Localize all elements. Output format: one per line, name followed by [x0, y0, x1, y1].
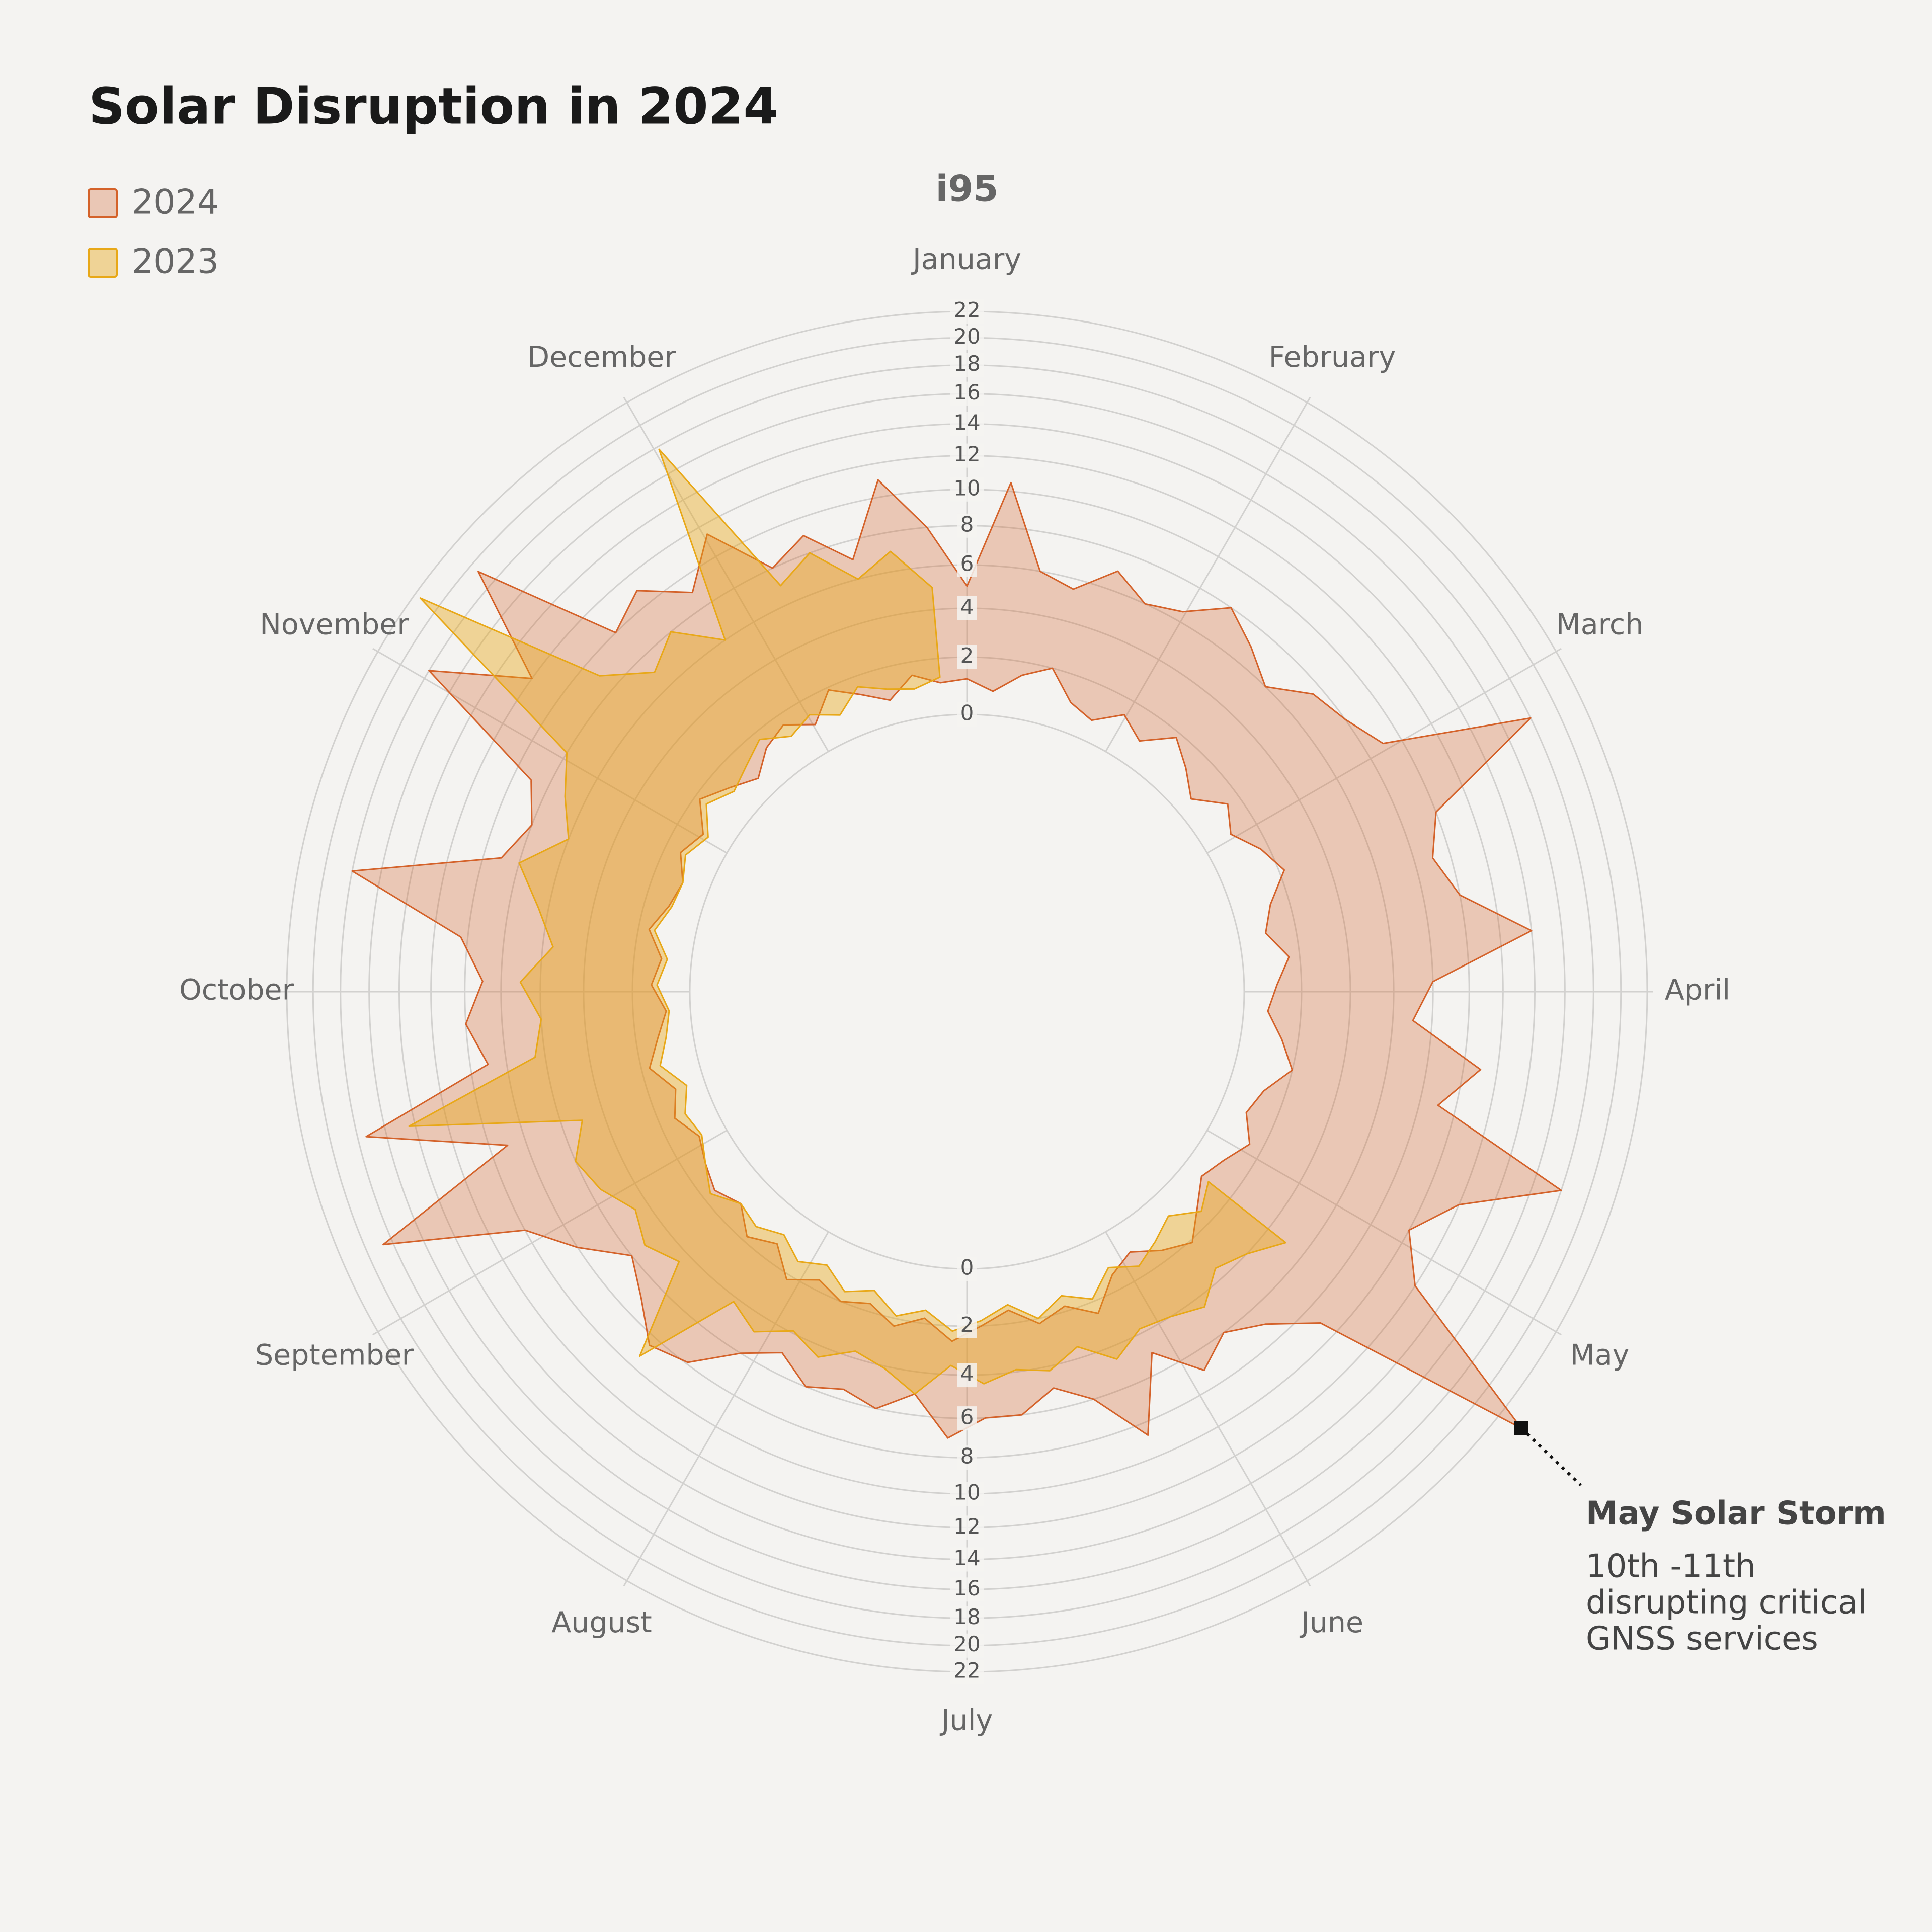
y-tick-bg	[957, 1406, 977, 1431]
month-label: August	[551, 1606, 652, 1639]
y-tick-label: 2	[960, 1312, 974, 1337]
annotation-leader	[1520, 1427, 1582, 1487]
annotation-text: 10th -11th	[1586, 1548, 1756, 1585]
month-label: December	[527, 341, 676, 374]
y-tick-label: 8	[960, 1444, 974, 1469]
month-spoke	[623, 1231, 829, 1587]
y-tick-bg	[957, 1445, 977, 1470]
month-label: May	[1570, 1339, 1630, 1372]
month-spoke	[1105, 1231, 1311, 1587]
y-tick-label: 14	[953, 1546, 980, 1570]
y-tick-bg	[957, 645, 977, 670]
month-spoke	[1206, 1130, 1562, 1336]
month-label: March	[1556, 608, 1644, 641]
annotation-text: disrupting critical	[1586, 1584, 1867, 1622]
y-tick-bg	[950, 1482, 984, 1506]
y-tick-label: 20	[953, 1632, 980, 1656]
y-tick-label: 16	[953, 1576, 980, 1600]
series	[351, 448, 1562, 1439]
y-tick-label: 14	[953, 410, 980, 435]
legend-swatch	[88, 188, 118, 218]
month-spoke	[1105, 396, 1311, 752]
y-tick-label: 12	[953, 1514, 980, 1539]
y-tick-bg	[957, 596, 977, 620]
chart-subtitle: i95	[936, 168, 999, 210]
month-label: January	[911, 243, 1021, 276]
y-tick-label: 6	[960, 551, 974, 576]
month-label: April	[1665, 974, 1730, 1007]
y-tick-bg	[950, 412, 984, 436]
y-tick-label: 22	[953, 298, 980, 323]
y-tick-bg	[957, 1257, 977, 1281]
month-label: July	[940, 1704, 993, 1737]
legend-swatch	[88, 248, 118, 278]
y-tick-bg	[950, 1633, 984, 1658]
y-tick-label: 10	[953, 1480, 980, 1505]
y-tick-label: 16	[953, 380, 980, 405]
y-tick-bg	[950, 477, 984, 502]
month-spoke	[623, 396, 829, 752]
y-tick-label: 0	[960, 701, 974, 726]
y-tick-bg	[950, 326, 984, 350]
chart-title: Solar Disruption in 2024	[89, 76, 778, 135]
y-tick-bg	[950, 1660, 984, 1684]
month-spoke	[372, 648, 728, 854]
y-tick-bg	[950, 353, 984, 377]
legend-label: 2024	[132, 183, 219, 222]
y-tick-bg	[950, 1606, 984, 1631]
y-tick-bg	[957, 1314, 977, 1338]
y-tick-label: 18	[953, 1604, 980, 1629]
y-tick-bg	[957, 702, 977, 727]
y-tick-label: 10	[953, 475, 980, 500]
y-tick-bg	[950, 443, 984, 468]
y-tick-label: 12	[953, 442, 980, 466]
y-tick-bg	[950, 1515, 984, 1540]
month-label: November	[260, 608, 409, 641]
y-tick-label: 4	[960, 594, 974, 619]
y-tick-bg	[957, 552, 977, 577]
y-tick-bg	[950, 299, 984, 324]
annotation-title: May Solar Storm	[1586, 1495, 1886, 1533]
y-tick-label: 4	[960, 1361, 974, 1386]
y-tick-bg	[950, 1577, 984, 1602]
series-band	[408, 448, 1286, 1395]
y-tick-bg	[950, 381, 984, 406]
y-tick-label: 8	[960, 512, 974, 536]
y-tick-label: 18	[953, 351, 980, 376]
month-label: September	[255, 1339, 414, 1372]
y-tick-bg	[950, 1547, 984, 1572]
legend-label: 2023	[132, 242, 219, 282]
month-label: June	[1300, 1606, 1363, 1639]
y-tick-label: 6	[960, 1405, 974, 1429]
month-spoke	[1206, 648, 1562, 854]
y-tick-label: 0	[960, 1255, 974, 1280]
annotation-text: GNSS services	[1586, 1621, 1818, 1658]
y-tick-bg	[957, 1363, 977, 1388]
annotation-marker	[1514, 1421, 1528, 1435]
month-label: February	[1269, 341, 1396, 374]
month-label: October	[179, 974, 294, 1007]
month-spoke	[372, 1130, 728, 1336]
y-tick-bg	[957, 513, 977, 538]
y-tick-label: 2	[960, 643, 974, 668]
y-tick-label: 22	[953, 1658, 980, 1683]
y-tick-label: 20	[953, 324, 980, 349]
